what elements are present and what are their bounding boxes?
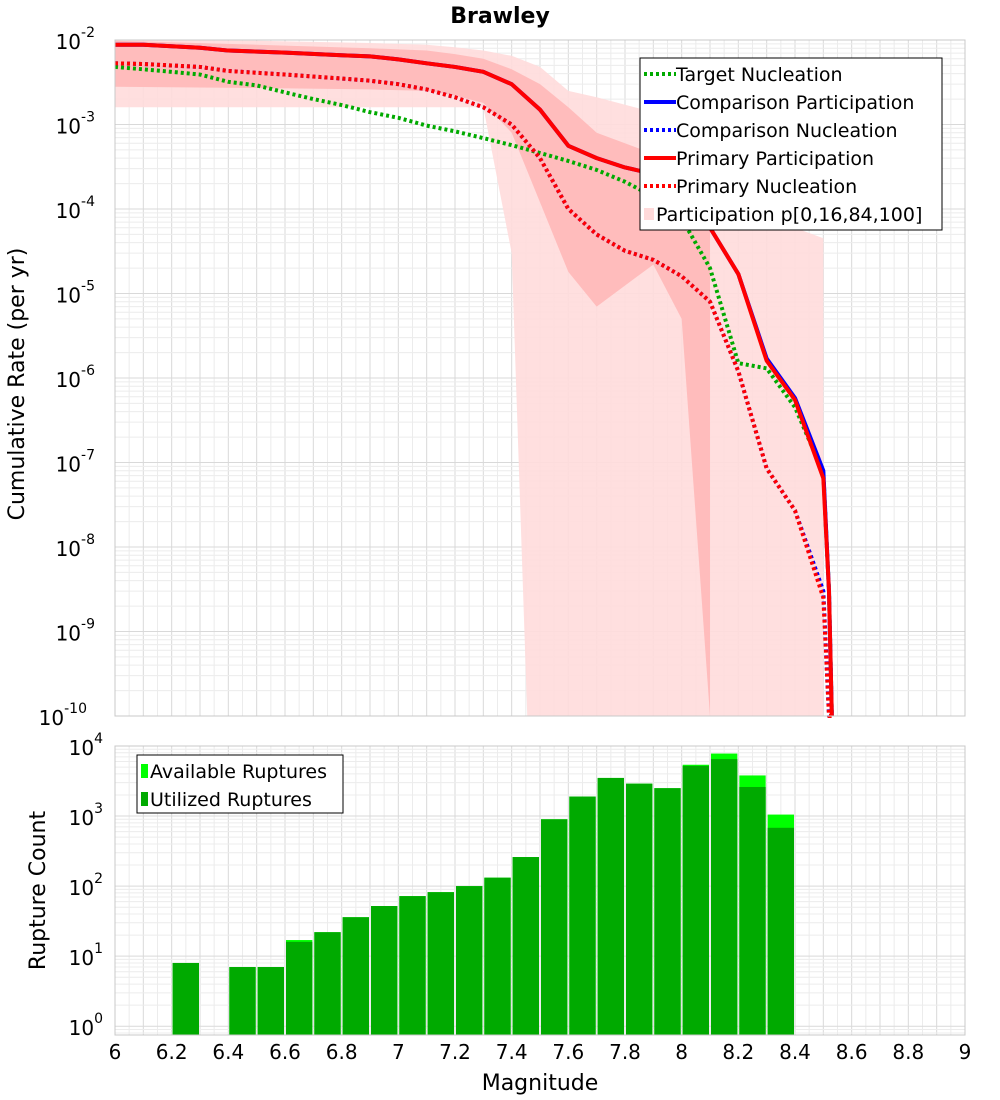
legend-label[interactable]: Comparison Participation [676,92,914,114]
legend-swatch [141,792,148,806]
y-tick-label: 10-4 [56,194,96,223]
x-tick-label: 8.4 [779,1040,811,1064]
bar-utilized-ruptures [626,783,653,1035]
x-tick-label: 6.8 [326,1040,358,1064]
y-tick-label: 10-6 [56,363,96,392]
count-legend[interactable]: Available Ruptures Utilized Ruptures [136,754,344,814]
x-tick-label: 6.2 [156,1040,188,1064]
bar-utilized-ruptures [314,932,341,1035]
bar-utilized-ruptures [229,967,256,1035]
rate-panel: 10-2 10-3 10-4 10-5 10-6 10-7 10-8 10-9 10-10 Cu… [5,25,966,730]
magnitude-x-ticks: 6 6.2 6.4 6.6 6.8 7 7.2 7.4 7.6 7.8 8 8.2 8.4 8.6 8.8 9 [109,1040,972,1064]
bar-utilized-ruptures [711,759,738,1035]
bar-utilized-ruptures [654,788,681,1035]
x-tick-label: 6 [109,1040,122,1064]
bar-utilized-ruptures [172,962,199,1035]
legend-swatch [644,208,654,220]
bar-utilized-ruptures [569,796,596,1035]
rate-legend[interactable]: Target Nucleation Comparison Participatio… [639,57,943,231]
y-tick-label: 10-5 [56,279,95,308]
bar-utilized-ruptures [541,819,568,1035]
x-tick-label: 9 [959,1040,972,1064]
y-tick-label: 10-7 [56,448,95,477]
x-tick-label: 8.6 [836,1040,868,1064]
bar-utilized-ruptures [767,827,794,1035]
bar-utilized-ruptures [399,896,426,1035]
series-primary-participation [115,42,834,717]
x-tick-label: 8 [675,1040,688,1064]
y-tick-label: 10-9 [56,617,95,646]
bar-utilized-ruptures [512,857,539,1035]
count-y-axis-label: Rupture Count [26,811,51,971]
rate-y-axis-label: Cumulative Rate (per yr) [5,248,30,521]
y-tick-label: 104 [69,731,103,760]
legend-label[interactable]: Available Ruptures [150,761,327,783]
count-bars [172,753,794,1035]
count-grid [114,745,966,1035]
x-tick-label: 7.4 [496,1040,528,1064]
rate-legend-box [639,57,943,231]
x-tick-label: 7.2 [439,1040,471,1064]
count-y-ticks: 100 101 102 103 104 [69,731,103,1040]
legend-label[interactable]: Comparison Nucleation [676,120,898,142]
bar-utilized-ruptures [456,886,483,1035]
rate-series [114,42,834,718]
x-tick-label: 7.8 [609,1040,641,1064]
bar-utilized-ruptures [739,786,766,1035]
rate-plot-frame [114,39,966,717]
x-tick-label: 7.6 [552,1040,584,1064]
bar-utilized-ruptures [342,917,369,1035]
legend-label[interactable]: Participation p[0,16,84,100] [656,204,922,226]
y-tick-label: 10-10 [39,701,87,730]
legend-label[interactable]: Primary Nucleation [676,176,857,198]
y-tick-label: 101 [69,941,103,970]
x-tick-label: 6.6 [269,1040,301,1064]
count-plot-frame [114,745,966,1036]
bar-utilized-ruptures [257,967,284,1035]
bar-utilized-ruptures [682,765,709,1035]
y-tick-label: 10-2 [56,25,95,54]
bar-utilized-ruptures [597,777,624,1035]
bar-utilized-ruptures [484,877,511,1035]
legend-label[interactable]: Primary Participation [676,148,874,170]
count-legend-box [136,754,344,814]
bar-utilized-ruptures [286,941,313,1035]
x-tick-label: 6.4 [212,1040,244,1064]
series-primary-nucleation [114,61,832,718]
legend-label[interactable]: Utilized Ruptures [150,789,312,811]
count-panel: 100 101 102 103 104 6 6.2 6.4 6.6 6.8 7 7.2 7.4 7.6 7… [26,731,971,1096]
x-tick-label: 8.2 [722,1040,754,1064]
band-p16-p84 [115,40,710,717]
y-tick-label: 10-8 [56,532,95,561]
series-target-nucleation [114,64,834,717]
y-tick-label: 10-3 [56,110,95,139]
chart-title: Brawley [450,4,550,29]
y-tick-label: 102 [69,871,103,900]
legend-swatch [141,764,148,778]
bar-utilized-ruptures [427,892,454,1035]
y-tick-label: 100 [69,1011,103,1040]
x-tick-label: 8.8 [892,1040,924,1064]
legend-label[interactable]: Target Nucleation [675,64,843,86]
y-tick-label: 103 [69,801,103,830]
x-tick-label: 7 [392,1040,405,1064]
rate-y-ticks: 10-2 10-3 10-4 10-5 10-6 10-7 10-8 10-9 10-10 [39,25,95,730]
bar-utilized-ruptures [371,906,398,1035]
magnitude-x-axis-label: Magnitude [482,1071,599,1096]
